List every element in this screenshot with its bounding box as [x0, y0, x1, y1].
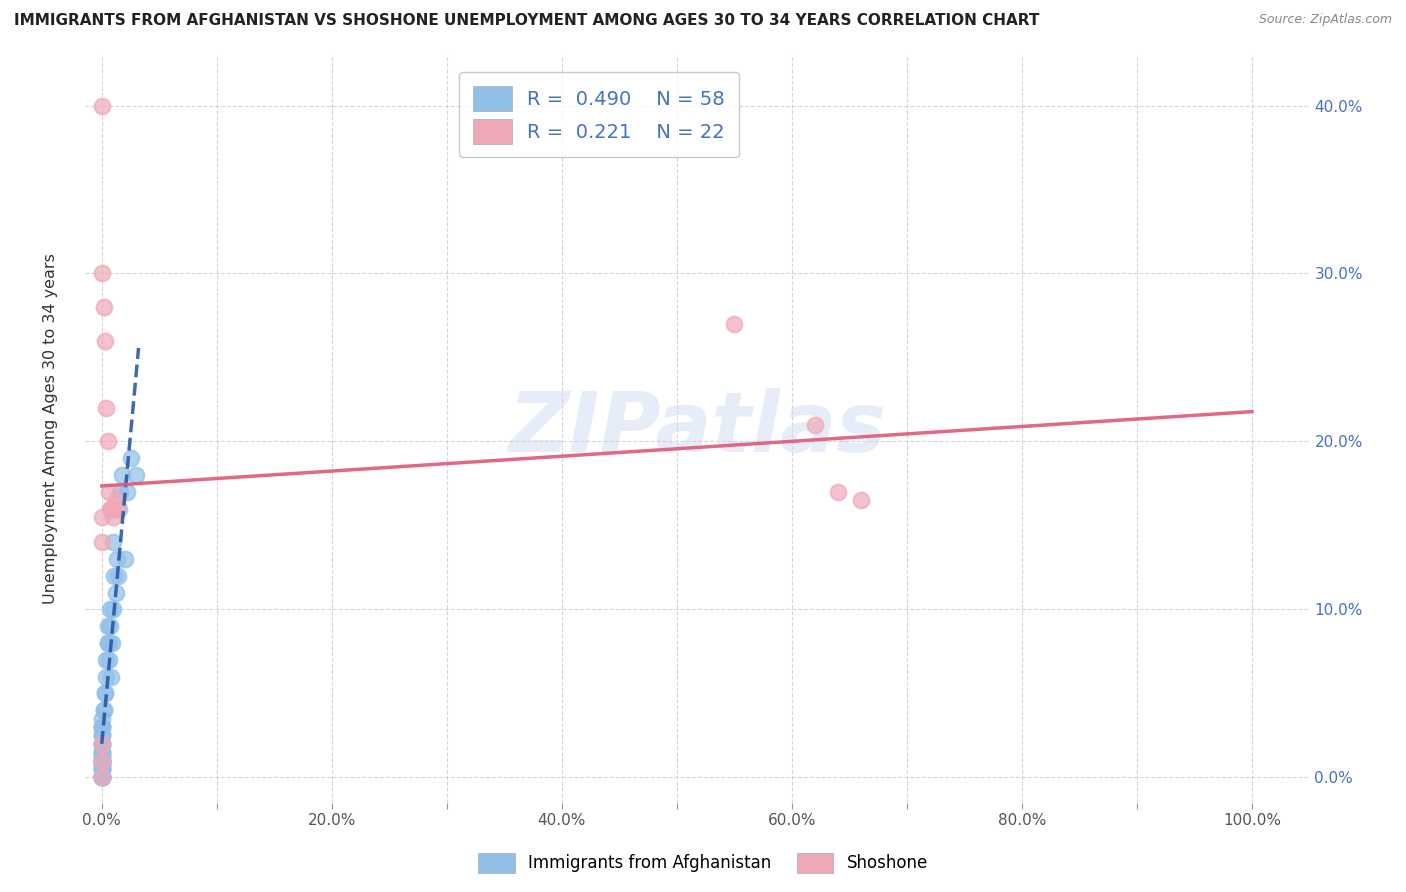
- Point: [98, 501, 121, 516]
- Point: [96, 434, 118, 449]
- Point: [90, 770, 112, 784]
- Point: [96, 669, 118, 683]
- Point: [90, 535, 112, 549]
- Text: Source: ZipAtlas.com: Source: ZipAtlas.com: [1258, 13, 1392, 27]
- Text: ZIPatlas: ZIPatlas: [508, 388, 886, 469]
- Point: [90, 737, 112, 751]
- Point: [108, 484, 131, 499]
- Point: [103, 569, 125, 583]
- Point: [90, 770, 112, 784]
- Point: [105, 501, 128, 516]
- Legend: R =  0.490    N = 58, R =  0.221    N = 22: R = 0.490 N = 58, R = 0.221 N = 22: [460, 72, 738, 157]
- Point: [90, 770, 112, 784]
- Point: [94, 686, 117, 700]
- Point: [101, 501, 124, 516]
- Point: [97, 636, 120, 650]
- Point: [90, 754, 112, 768]
- Point: [100, 669, 122, 683]
- Point: [104, 585, 127, 599]
- Point: [100, 501, 122, 516]
- Point: [90, 770, 112, 784]
- Point: [107, 569, 129, 583]
- Point: [90, 750, 112, 764]
- Point: [90, 770, 112, 784]
- Point: [827, 484, 849, 499]
- Point: [93, 703, 115, 717]
- Point: [90, 762, 112, 776]
- Y-axis label: Unemployment Among Ages 30 to 34 years: Unemployment Among Ages 30 to 34 years: [44, 253, 58, 604]
- Point: [90, 745, 112, 759]
- Text: IMMIGRANTS FROM AFGHANISTAN VS SHOSHONE UNEMPLOYMENT AMONG AGES 30 TO 34 YEARS C: IMMIGRANTS FROM AFGHANISTAN VS SHOSHONE …: [14, 13, 1039, 29]
- Point: [90, 758, 112, 772]
- Point: [90, 737, 112, 751]
- Point: [90, 267, 112, 281]
- Point: [97, 653, 120, 667]
- Point: [98, 602, 121, 616]
- Point: [90, 720, 112, 734]
- Point: [103, 510, 125, 524]
- Point: [90, 770, 112, 784]
- Point: [90, 737, 112, 751]
- Point: [103, 535, 125, 549]
- Point: [101, 636, 124, 650]
- Point: [90, 745, 112, 759]
- Point: [90, 748, 112, 763]
- Point: [90, 754, 112, 768]
- Point: [90, 728, 112, 742]
- Legend: Immigrants from Afghanistan, Shoshone: Immigrants from Afghanistan, Shoshone: [471, 847, 935, 880]
- Point: [90, 510, 112, 524]
- Point: [723, 317, 745, 331]
- Point: [90, 770, 112, 784]
- Point: [90, 756, 112, 771]
- Point: [97, 484, 120, 499]
- Point: [125, 468, 148, 483]
- Point: [96, 401, 118, 415]
- Point: [804, 417, 827, 432]
- Point: [104, 493, 127, 508]
- Point: [90, 754, 112, 768]
- Point: [90, 720, 112, 734]
- Point: [96, 619, 118, 633]
- Point: [96, 636, 118, 650]
- Point: [108, 501, 131, 516]
- Point: [115, 484, 138, 499]
- Point: [90, 770, 112, 784]
- Point: [90, 754, 112, 768]
- Point: [90, 712, 112, 726]
- Point: [114, 552, 136, 566]
- Point: [105, 552, 128, 566]
- Point: [96, 653, 118, 667]
- Point: [90, 762, 112, 776]
- Point: [111, 468, 134, 483]
- Point: [96, 636, 118, 650]
- Point: [98, 619, 121, 633]
- Point: [90, 754, 112, 768]
- Point: [849, 493, 872, 508]
- Point: [90, 737, 112, 751]
- Point: [103, 602, 125, 616]
- Point: [90, 728, 112, 742]
- Point: [93, 300, 115, 314]
- Point: [94, 686, 117, 700]
- Point: [90, 98, 112, 112]
- Point: [93, 703, 115, 717]
- Point: [94, 334, 117, 348]
- Point: [90, 720, 112, 734]
- Point: [90, 762, 112, 776]
- Point: [120, 451, 142, 466]
- Point: [90, 754, 112, 768]
